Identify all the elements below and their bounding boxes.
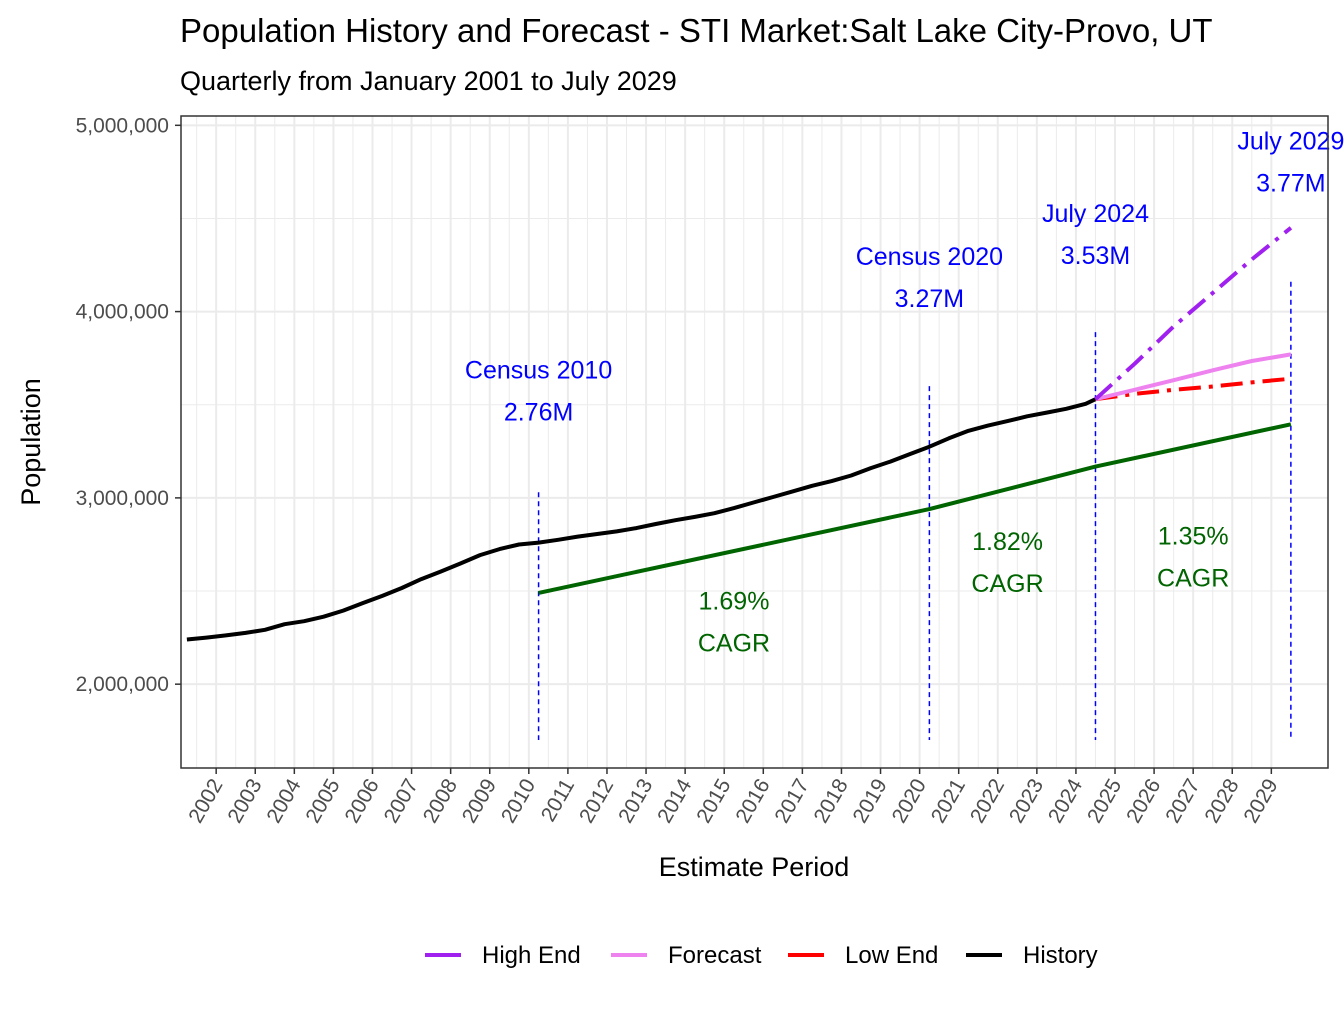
x-tick-label: 2019 [849, 775, 892, 827]
x-tick-label: 2024 [1044, 775, 1087, 827]
annotation-text: Census 2020 [856, 243, 1003, 271]
series-line-cagr-trend [538, 422, 1292, 595]
chart-title: Population History and Forecast - STI Ma… [180, 12, 1213, 49]
x-tick-label: 2028 [1200, 775, 1243, 827]
x-tick-label: 2005 [301, 775, 344, 827]
x-tick-label: 2004 [262, 775, 305, 827]
x-tick-label: 2022 [966, 775, 1009, 827]
legend-label: Low End [845, 942, 938, 969]
series-line-high-end [1094, 226, 1293, 401]
y-axis: 2,000,000 3,000,000 4,000,000 5,000,000 [76, 114, 181, 696]
legend-label: Forecast [668, 942, 762, 969]
series-line-low-end [1095, 376, 1292, 402]
annotation-text: July 2024 [1042, 200, 1149, 228]
x-tick-label: 2009 [458, 775, 501, 827]
x-tick-label: 2014 [653, 775, 696, 827]
x-tick-label: 2027 [1161, 775, 1204, 827]
legend-item: Low End [788, 942, 938, 969]
annotation-text: CAGR [1157, 564, 1229, 592]
annotation: July 2024 3.53M [1042, 200, 1149, 270]
x-tick-label: 2017 [770, 775, 813, 827]
legend-item: History [966, 942, 1098, 969]
x-tick-label: 2006 [341, 775, 384, 827]
legend-item: Forecast [611, 942, 762, 969]
x-tick-label: 2018 [810, 775, 853, 827]
x-tick-label: 2008 [419, 775, 462, 827]
annotations: Census 2010 2.76M Census 2020 3.27M July 202… [465, 128, 1344, 658]
annotation-text: July 2029 [1237, 128, 1344, 156]
annotation: 1.35% CAGR [1157, 522, 1229, 592]
series-line-history [186, 397, 1097, 642]
annotation-text: CAGR [971, 570, 1043, 598]
x-tick-label: 2011 [537, 775, 580, 826]
x-tick-label: 2012 [575, 775, 618, 827]
legend-item: High End [425, 942, 581, 969]
x-tick-label: 2020 [888, 775, 931, 827]
annotation-text: CAGR [698, 630, 770, 658]
y-axis-title: Population [16, 378, 46, 506]
annotation: July 2029 3.77M [1237, 128, 1344, 198]
annotation-text: 1.82% [972, 528, 1043, 556]
annotation: Census 2010 2.76M [465, 357, 612, 427]
legend-label: History [1023, 942, 1098, 969]
x-axis: 2002200320042005200620072008200920102011… [184, 768, 1283, 827]
annotation-text: 3.53M [1061, 242, 1130, 270]
annotation-text: 1.69% [699, 588, 770, 616]
legend: High End Forecast Low End History [425, 942, 1098, 969]
x-tick-label: 2007 [380, 775, 423, 827]
x-tick-label: 2013 [614, 775, 657, 827]
annotation: Census 2020 3.27M [856, 243, 1003, 313]
series-lines [186, 226, 1293, 642]
x-tick-label: 2023 [1005, 775, 1048, 827]
chart-subtitle: Quarterly from January 2001 to July 2029 [180, 66, 677, 96]
x-tick-label: 2016 [731, 775, 774, 827]
x-tick-label: 2026 [1122, 775, 1165, 827]
x-tick-label: 2003 [223, 775, 266, 827]
x-tick-label: 2010 [497, 775, 540, 827]
annotation-text: 3.77M [1256, 170, 1325, 198]
x-tick-label: 2029 [1239, 775, 1282, 827]
x-tick-label: 2002 [184, 775, 227, 827]
annotation: 1.69% CAGR [698, 588, 770, 658]
annotation: 1.82% CAGR [971, 528, 1043, 598]
series-line-forecast [1095, 352, 1292, 402]
x-tick-label: 2025 [1083, 775, 1126, 827]
annotation-text: Census 2010 [465, 357, 612, 385]
y-tick-label: 2,000,000 [76, 673, 169, 696]
y-tick-label: 5,000,000 [76, 114, 169, 137]
x-tick-label: 2021 [927, 775, 970, 827]
grid-lines [181, 116, 1328, 768]
x-axis-title: Estimate Period [659, 852, 850, 882]
annotation-text: 2.76M [504, 399, 573, 427]
y-tick-label: 4,000,000 [76, 301, 169, 324]
plot-panel-border [180, 115, 1329, 769]
x-tick-label: 2015 [692, 775, 735, 827]
annotation-text: 3.27M [895, 285, 964, 313]
legend-label: High End [482, 942, 581, 969]
annotation-text: 1.35% [1158, 522, 1229, 550]
y-tick-label: 3,000,000 [76, 487, 169, 510]
